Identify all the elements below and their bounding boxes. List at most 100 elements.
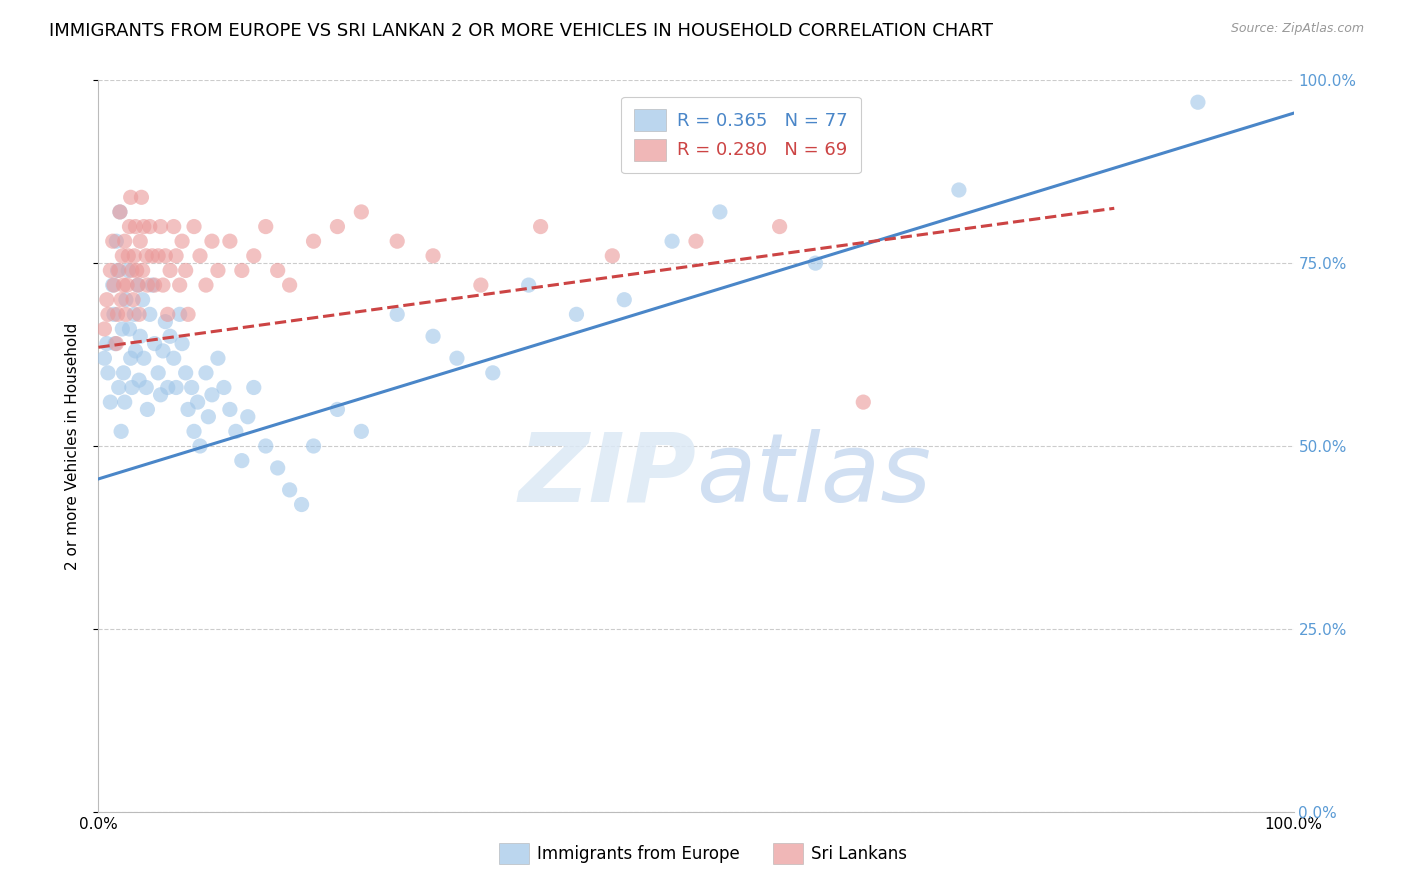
Point xyxy=(948,183,970,197)
Point xyxy=(291,498,314,512)
Point xyxy=(143,278,166,293)
Legend: Immigrants from Europe, Sri Lankans: Immigrants from Europe, Sri Lankans xyxy=(492,837,914,871)
Point xyxy=(97,366,120,380)
Point xyxy=(136,278,159,293)
Point xyxy=(129,329,152,343)
Point xyxy=(103,278,125,293)
Point xyxy=(236,409,259,424)
Point xyxy=(177,307,200,321)
Point xyxy=(180,380,202,394)
Text: IMMIGRANTS FROM EUROPE VS SRI LANKAN 2 OR MORE VEHICLES IN HOUSEHOLD CORRELATION: IMMIGRANTS FROM EUROPE VS SRI LANKAN 2 O… xyxy=(49,22,993,40)
Point xyxy=(685,234,707,248)
Point xyxy=(231,453,253,467)
Point xyxy=(172,336,194,351)
Point xyxy=(115,278,138,293)
Point xyxy=(207,263,229,277)
Point xyxy=(446,351,468,366)
Point xyxy=(96,293,118,307)
Point xyxy=(115,307,138,321)
Point xyxy=(188,439,211,453)
Point xyxy=(111,249,134,263)
Point xyxy=(172,234,194,248)
Point xyxy=(350,425,373,439)
Point xyxy=(125,263,148,277)
Point xyxy=(159,263,181,277)
Point xyxy=(163,351,186,366)
Point xyxy=(101,278,124,293)
Point xyxy=(155,315,177,329)
Point xyxy=(128,373,150,387)
Point xyxy=(124,249,146,263)
Point xyxy=(93,322,115,336)
Point xyxy=(326,219,349,234)
Point xyxy=(149,388,172,402)
Point xyxy=(422,329,444,343)
Point xyxy=(183,425,205,439)
Point xyxy=(254,439,277,453)
Point xyxy=(169,278,191,293)
Point xyxy=(187,395,209,409)
Point xyxy=(302,439,325,453)
Point xyxy=(118,219,141,234)
Point xyxy=(120,351,142,366)
Point xyxy=(131,190,153,204)
Point xyxy=(188,249,211,263)
Point xyxy=(326,402,349,417)
Point xyxy=(141,249,163,263)
Point xyxy=(243,380,266,394)
Point xyxy=(124,307,146,321)
Point xyxy=(219,234,242,248)
Point xyxy=(350,205,373,219)
Point xyxy=(124,343,146,358)
Point xyxy=(470,278,492,293)
Point xyxy=(93,351,115,366)
Point xyxy=(183,219,205,234)
Legend: R = 0.365   N = 77, R = 0.280   N = 69: R = 0.365 N = 77, R = 0.280 N = 69 xyxy=(621,96,860,173)
Point xyxy=(105,234,128,248)
Point xyxy=(108,205,131,219)
Point xyxy=(148,249,170,263)
Point xyxy=(177,402,200,417)
Y-axis label: 2 or more Vehicles in Household: 2 or more Vehicles in Household xyxy=(65,322,80,570)
Point xyxy=(132,219,155,234)
Point xyxy=(517,278,540,293)
Point xyxy=(661,234,683,248)
Point xyxy=(201,388,224,402)
Point xyxy=(124,219,146,234)
Point xyxy=(136,402,159,417)
Point xyxy=(149,219,172,234)
Point xyxy=(152,278,174,293)
Point xyxy=(131,293,153,307)
Point xyxy=(118,322,141,336)
Point xyxy=(98,263,122,277)
Point xyxy=(104,336,127,351)
Point xyxy=(197,409,219,424)
Point xyxy=(231,263,253,277)
Point xyxy=(131,263,153,277)
Point xyxy=(107,380,129,394)
Point xyxy=(111,322,134,336)
Point xyxy=(195,366,218,380)
Point xyxy=(110,293,132,307)
Point xyxy=(212,380,235,394)
Point xyxy=(122,293,145,307)
Point xyxy=(115,293,138,307)
Point xyxy=(117,249,139,263)
Point xyxy=(107,263,129,277)
Point xyxy=(121,380,143,394)
Point xyxy=(135,380,157,394)
Point xyxy=(565,307,588,321)
Point xyxy=(207,351,229,366)
Point xyxy=(225,425,247,439)
Point xyxy=(174,366,197,380)
Point xyxy=(152,343,174,358)
Point xyxy=(112,366,135,380)
Point xyxy=(163,219,186,234)
Point xyxy=(117,263,139,277)
Point xyxy=(141,278,163,293)
Point xyxy=(254,219,277,234)
Point xyxy=(219,402,242,417)
Point xyxy=(302,234,325,248)
Point xyxy=(108,205,131,219)
Point xyxy=(120,190,142,204)
